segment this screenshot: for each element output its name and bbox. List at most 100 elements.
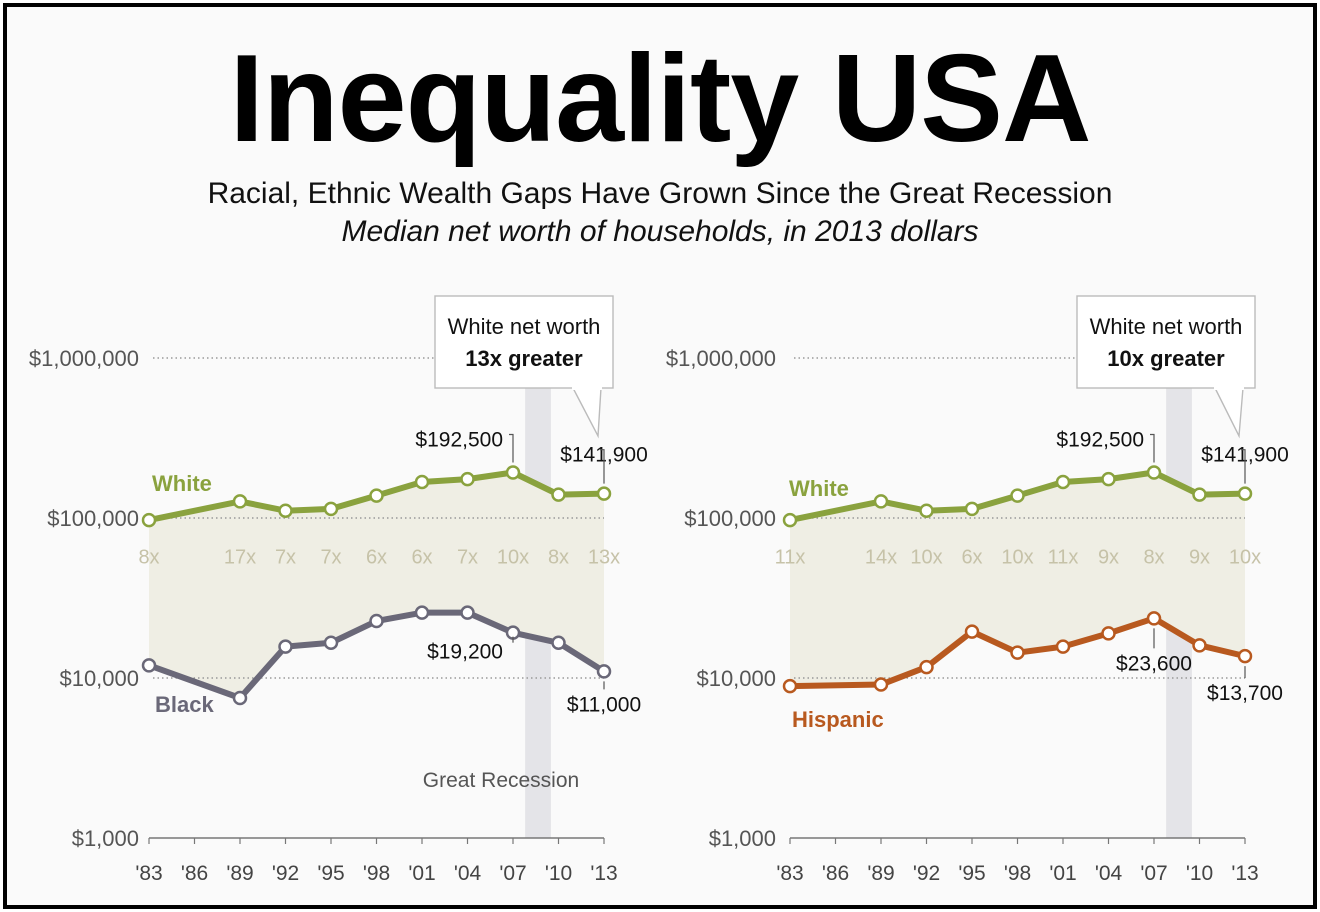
y-tick-label: $10,000	[696, 666, 776, 691]
x-tick-label: '98	[1004, 862, 1031, 885]
value-label: $11,000	[567, 693, 641, 716]
x-tick-label: '98	[363, 862, 390, 885]
callout-seam	[572, 386, 602, 390]
data-point	[232, 690, 248, 706]
data-point	[596, 664, 612, 679]
ratio-label: 10x	[1229, 546, 1261, 568]
series-line-white	[787, 469, 1248, 524]
infographic-frame: Inequality USA Racial, Ethnic Wealth Gap…	[3, 3, 1317, 909]
x-tick-label: '04	[1095, 862, 1123, 885]
data-point	[782, 678, 798, 694]
gap-area	[790, 472, 1245, 687]
x-tick-label: '01	[408, 862, 435, 885]
data-point	[460, 605, 475, 620]
ratio-label: 7x	[275, 546, 296, 568]
data-point	[1237, 486, 1253, 501]
x-tick-label: '01	[1049, 862, 1076, 885]
ratio-label: 9x	[1098, 546, 1119, 568]
data-point	[460, 471, 475, 487]
leader-line	[1241, 449, 1246, 484]
leader-line	[509, 433, 514, 463]
ratio-label: 10x	[910, 546, 942, 568]
value-label: $13,700	[1207, 682, 1283, 705]
x-tick-label: '10	[545, 862, 572, 885]
charts-canvas: $1,000,000$100,000$10,000$1,000'83'86'89…	[29, 295, 1289, 885]
x-tick-label: '07	[499, 862, 526, 885]
data-point	[1055, 474, 1071, 490]
y-tick-label: $1,000,000	[666, 346, 776, 371]
ratio-label: 10x	[497, 546, 529, 568]
series-label-white: White	[152, 471, 212, 496]
ratio-label: 8x	[138, 546, 159, 568]
x-tick-label: '89	[226, 862, 253, 885]
x-tick-label: '92	[272, 862, 299, 885]
y-tick-label: $1,000	[72, 826, 139, 851]
data-point	[414, 605, 430, 620]
x-tick-label: '13	[1231, 862, 1258, 885]
ratio-label: 14x	[865, 546, 897, 568]
leader-line	[600, 449, 605, 484]
data-point	[1146, 465, 1162, 480]
x-tick-label: '10	[1186, 862, 1213, 885]
data-point	[964, 501, 980, 517]
callout-box	[434, 295, 614, 389]
chart-2: $1,000,000 $100,000 $10,000 $1,000'83 '86 '89…	[666, 295, 1289, 885]
data-point	[1146, 611, 1162, 626]
callout-pointer	[572, 387, 602, 439]
callout-line-2: 13x greater	[465, 346, 583, 371]
ratio-label: 11x	[1048, 546, 1079, 568]
data-point	[551, 487, 566, 502]
data-point	[919, 503, 934, 518]
x-tick-label: '83	[135, 862, 162, 885]
x-tick-label: '92	[913, 862, 940, 885]
chart-caption: Median net worth of households, in 2013 …	[341, 215, 979, 248]
chart-1: $1,000,000 $100,000 $10,000 $1,000 '83 '86 '89…	[29, 295, 648, 885]
data-point	[1101, 626, 1116, 641]
data-point	[1192, 487, 1207, 502]
series-line-black	[146, 609, 607, 701]
data-point	[873, 677, 889, 692]
data-point	[551, 635, 566, 651]
ratio-label: 7x	[320, 546, 341, 568]
data-point	[1101, 471, 1116, 487]
data-point	[1192, 638, 1207, 653]
value-label: $19,200	[427, 641, 503, 664]
x-tick-label: '95	[958, 862, 985, 885]
ratio-label: 8x	[1143, 546, 1164, 568]
data-point	[596, 486, 612, 501]
data-point	[505, 465, 521, 480]
ratio-label: 9x	[1189, 546, 1210, 568]
data-point	[141, 512, 157, 528]
data-point	[278, 639, 293, 654]
x-tick-label: '83	[776, 862, 803, 885]
data-point	[323, 501, 339, 517]
data-point	[141, 658, 157, 673]
ratio-label: 8x	[548, 546, 569, 568]
x-tick-label: '86	[181, 862, 208, 885]
ratio-label: 7x	[457, 546, 478, 568]
value-label: $23,600	[1116, 652, 1192, 675]
y-tick-label: $1,000	[709, 826, 776, 851]
callout-line-1: White net worth	[448, 314, 601, 339]
subtitle: Racial, Ethnic Wealth Gaps Have Grown Si…	[207, 177, 1113, 210]
value-label: $192,500	[1056, 428, 1144, 451]
y-tick-label: $100,000	[684, 506, 776, 531]
data-point	[919, 659, 934, 675]
ratio-label: 11x	[775, 546, 806, 568]
callout-seam	[1214, 386, 1244, 390]
ratio-label: 6x	[961, 546, 982, 568]
data-point	[1055, 639, 1071, 654]
y-tick-label: $1,000,000	[29, 346, 139, 371]
data-point	[1237, 648, 1253, 664]
callout-line-2: 10x greater	[1107, 346, 1225, 371]
x-tick-label: '07	[1140, 862, 1167, 885]
data-point	[1010, 645, 1025, 660]
ratio-label: 13x	[588, 546, 620, 568]
callout-box	[1076, 295, 1256, 389]
x-tick-label: '04	[454, 862, 482, 885]
data-point	[782, 512, 798, 528]
data-point	[369, 488, 384, 503]
series-label-hispanic: Hispanic	[792, 707, 884, 732]
data-point	[278, 503, 293, 518]
x-tick-label: '13	[590, 862, 617, 885]
